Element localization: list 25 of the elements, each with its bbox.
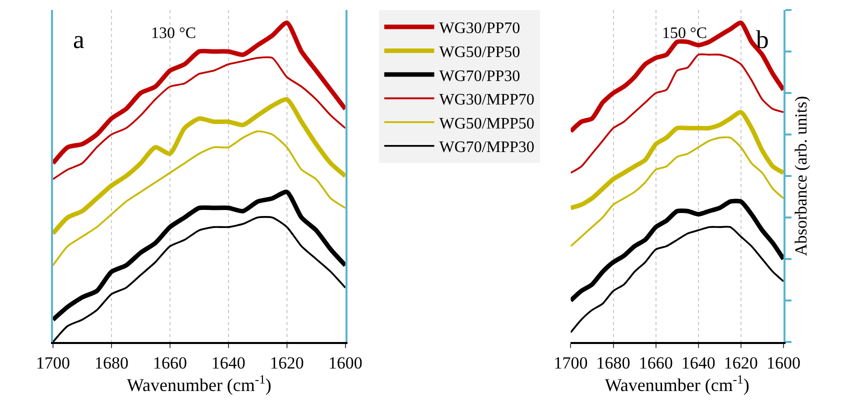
- x-tick-label: 1700: [554, 353, 588, 372]
- x-tick-label: 1680: [596, 353, 630, 372]
- x-tick-label: 1620: [724, 353, 758, 372]
- x-tick-label: 1640: [681, 353, 716, 372]
- x-axis-title: Wavenumber (cm$^{-1}$): [126, 372, 272, 395]
- annotation: 130 °C: [151, 25, 196, 42]
- x-tick-label: 1680: [94, 353, 128, 372]
- x-tick-label: 1640: [211, 353, 246, 372]
- annotation: 150 °C: [662, 25, 708, 42]
- y-axis-title: Absorbance (arb. units): [791, 96, 810, 256]
- x-tick-label: 1700: [36, 353, 70, 372]
- legend-label: WG70/PP30: [439, 68, 520, 85]
- legend-label: WG70/MPP30: [439, 139, 534, 156]
- x-tick-label: 1600: [766, 353, 800, 372]
- annotation: a: [73, 25, 85, 54]
- x-tick-label: 1660: [152, 353, 187, 372]
- x-tick-label: 1600: [328, 353, 362, 372]
- x-tick-label: 1620: [270, 353, 304, 372]
- x-tick-label: 1660: [638, 353, 673, 372]
- annotation: b: [756, 25, 769, 54]
- legend-label: WG50/PP50: [439, 44, 520, 61]
- legend-label: WG50/MPP50: [439, 115, 534, 132]
- legend-label: WG30/MPP70: [439, 92, 534, 109]
- x-axis-title: Wavenumber (cm$^{-1}$): [604, 372, 750, 395]
- legend-label: WG30/PP70: [439, 20, 520, 38]
